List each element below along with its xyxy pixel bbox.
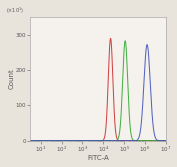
X-axis label: FITC-A: FITC-A [87,155,109,161]
Y-axis label: Count: Count [8,68,14,89]
Text: $(\times10^{1})$: $(\times10^{1})$ [6,6,24,16]
